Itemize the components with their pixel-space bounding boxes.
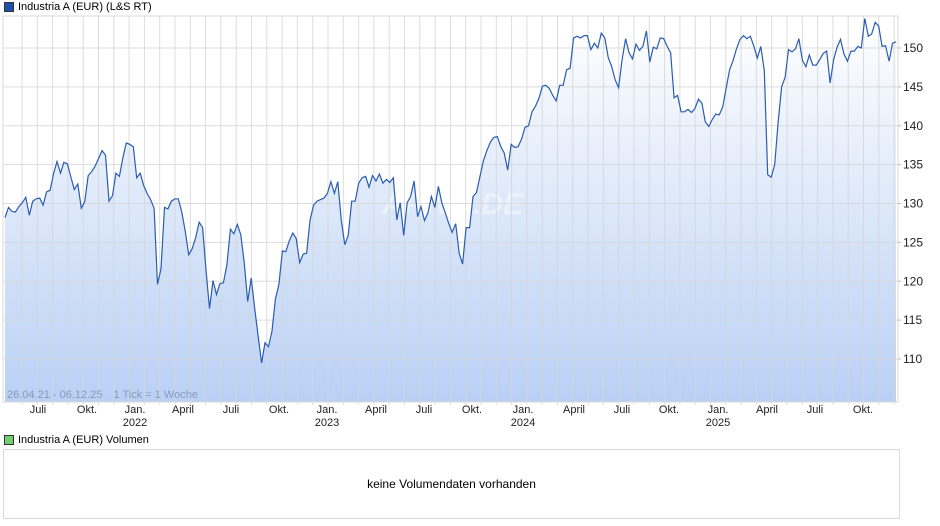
date-range: 26.04.21 - 06.12.25 [7,389,102,401]
svg-text:2023: 2023 [315,417,339,429]
price-legend-swatch-icon [4,2,14,12]
svg-text:Juli: Juli [807,404,824,416]
svg-text:130: 130 [903,197,923,211]
no-volume-message: keine Volumendaten vorhanden [367,477,536,491]
svg-text:April: April [172,404,194,416]
price-legend: Industria A (EUR) (L&S RT) [4,1,152,13]
svg-text:135: 135 [903,158,923,172]
svg-text:April: April [756,404,778,416]
svg-text:Jan.: Jan. [708,404,729,416]
svg-text:140: 140 [903,119,923,133]
svg-text:Jan.: Jan. [125,404,146,416]
volume-legend-label: Industria A (EUR) Volumen [18,434,149,446]
plot-frame [2,15,899,403]
y-axis: 110 115 120 125 130 135 140 145 150 [898,41,923,366]
watermark: ARIVA.DE [381,188,524,221]
volume-panel: keine Volumendaten vorhanden [3,449,900,519]
svg-text:Juli: Juli [416,404,433,416]
svg-text:Okt.: Okt. [659,404,679,416]
svg-text:150: 150 [903,41,923,55]
svg-text:115: 115 [903,313,922,327]
svg-text:2022: 2022 [123,417,147,429]
price-chart: ARIVA.DE 110 115 120 125 130 135 140 145 150 Jul… [2,15,923,429]
svg-text:125: 125 [903,235,923,249]
date-range-label: 26.04.21 - 06.12.25 1 Tick = 1 Woche [7,389,198,401]
svg-text:Jan.: Jan. [513,404,534,416]
svg-text:110: 110 [903,352,922,366]
price-legend-label: Industria A (EUR) (L&S RT) [18,1,152,13]
svg-text:Okt.: Okt. [853,404,873,416]
volume-legend-swatch-icon [4,435,14,445]
svg-text:April: April [365,404,387,416]
svg-text:Jan.: Jan. [317,404,338,416]
price-line [4,18,897,363]
svg-text:Juli: Juli [614,404,631,416]
chart-grid-overlay [3,16,898,405]
svg-text:2025: 2025 [706,417,730,429]
svg-text:Juli: Juli [223,404,240,416]
volume-legend: Industria A (EUR) Volumen [4,434,149,446]
svg-text:120: 120 [903,274,923,288]
svg-text:Okt.: Okt. [77,404,97,416]
svg-text:Juli: Juli [30,404,47,416]
svg-text:Okt.: Okt. [269,404,289,416]
tick-info: 1 Tick = 1 Woche [113,389,197,401]
price-area [5,18,896,402]
svg-text:Okt.: Okt. [462,404,482,416]
svg-text:2024: 2024 [511,417,535,429]
svg-text:145: 145 [903,80,923,94]
svg-text:April: April [563,404,585,416]
